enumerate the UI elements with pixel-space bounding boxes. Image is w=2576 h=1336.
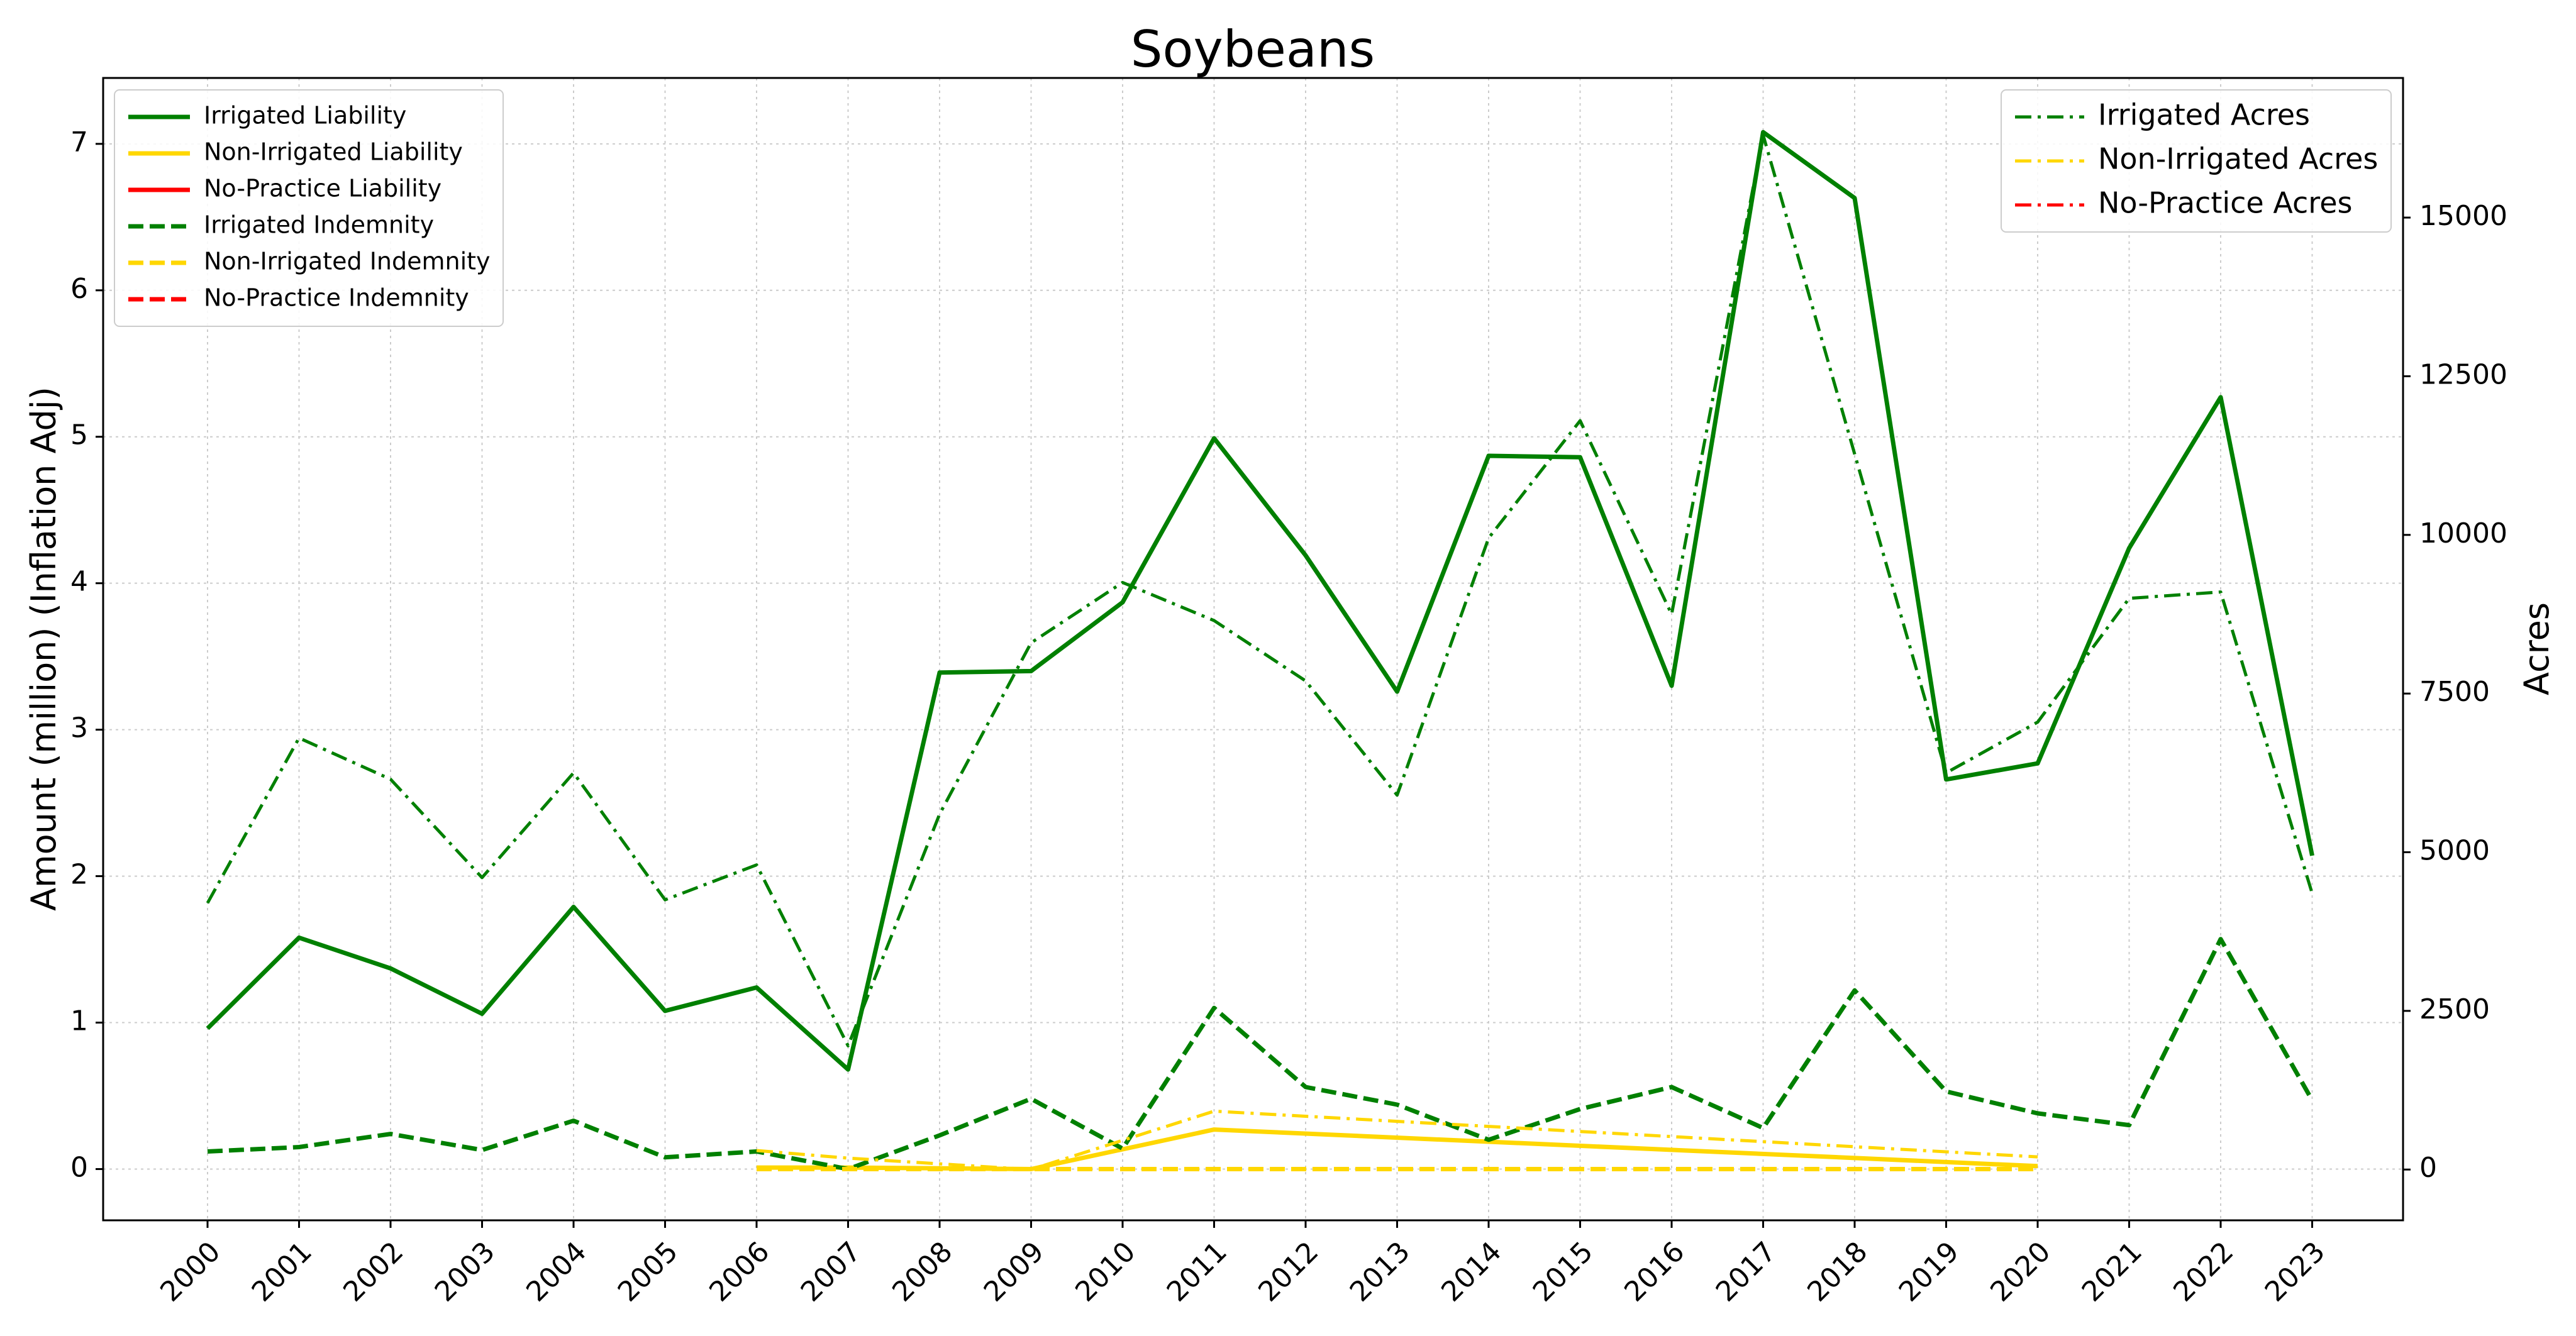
- legend-label: Irrigated Indemnity: [204, 211, 434, 239]
- legend-box: [114, 89, 504, 327]
- legend-label: Irrigated Acres: [2098, 98, 2310, 132]
- chart-title: Soybeans: [1131, 20, 1375, 79]
- y-axis-left: 0 1 2 3 4 5 6 7: [70, 126, 103, 1183]
- y2-tick-label: 0: [2419, 1152, 2437, 1184]
- y-tick-label: 3: [70, 712, 88, 744]
- y2-tick-label: 7500: [2419, 676, 2490, 708]
- y2-tick-label: 5000: [2419, 835, 2490, 867]
- y2-tick-label: 10000: [2419, 517, 2507, 549]
- y-tick-label: 6: [70, 273, 88, 305]
- legend-label: No-Practice Indemnity: [204, 284, 469, 312]
- legend-label: No-Practice Acres: [2098, 186, 2352, 220]
- legend-label: No-Practice Liability: [204, 175, 441, 202]
- series-line-irrigated-acres: [206, 133, 2314, 1047]
- y-tick-label: 0: [70, 1151, 88, 1183]
- y2-tick-label: 2500: [2419, 993, 2490, 1025]
- legend-label: Non-Irrigated Indemnity: [204, 248, 491, 275]
- y2-tick-label: 12500: [2419, 358, 2507, 390]
- series-line-irrigated-indemnity: [207, 937, 2314, 1171]
- y2-axis-title: Acres: [2517, 602, 2557, 695]
- legend-right: Irrigated Acres Non-Irrigated Acres No-Pra…: [2001, 89, 2392, 233]
- plot-frame: [102, 77, 2404, 1222]
- legend-label: Non-Irrigated Acres: [2098, 142, 2378, 176]
- legend-left: Irrigated Liability Non-Irrigated Liabili…: [114, 89, 504, 327]
- y-tick-label: 5: [70, 419, 88, 451]
- y-axis-title: Amount (million) (Inflation Adj): [24, 387, 64, 911]
- series-line-non-irrigated-acres: [756, 1109, 2038, 1171]
- y-tick-label: 2: [70, 859, 88, 891]
- y-tick-label: 7: [70, 126, 88, 158]
- series-lines: [206, 130, 2314, 1171]
- legend-label: Irrigated Liability: [204, 102, 406, 130]
- y2-tick-label: 15000: [2419, 200, 2507, 232]
- y-axis-right: 0 2500 5000 7500 10000 12500 15000: [2403, 200, 2507, 1184]
- legend-box: [2001, 89, 2392, 233]
- legend-label: Non-Irrigated Liability: [204, 138, 463, 166]
- y-tick-label: 1: [70, 1005, 88, 1037]
- y-tick-label: 4: [70, 566, 88, 598]
- series-line-irrigated-liability: [206, 130, 2314, 1072]
